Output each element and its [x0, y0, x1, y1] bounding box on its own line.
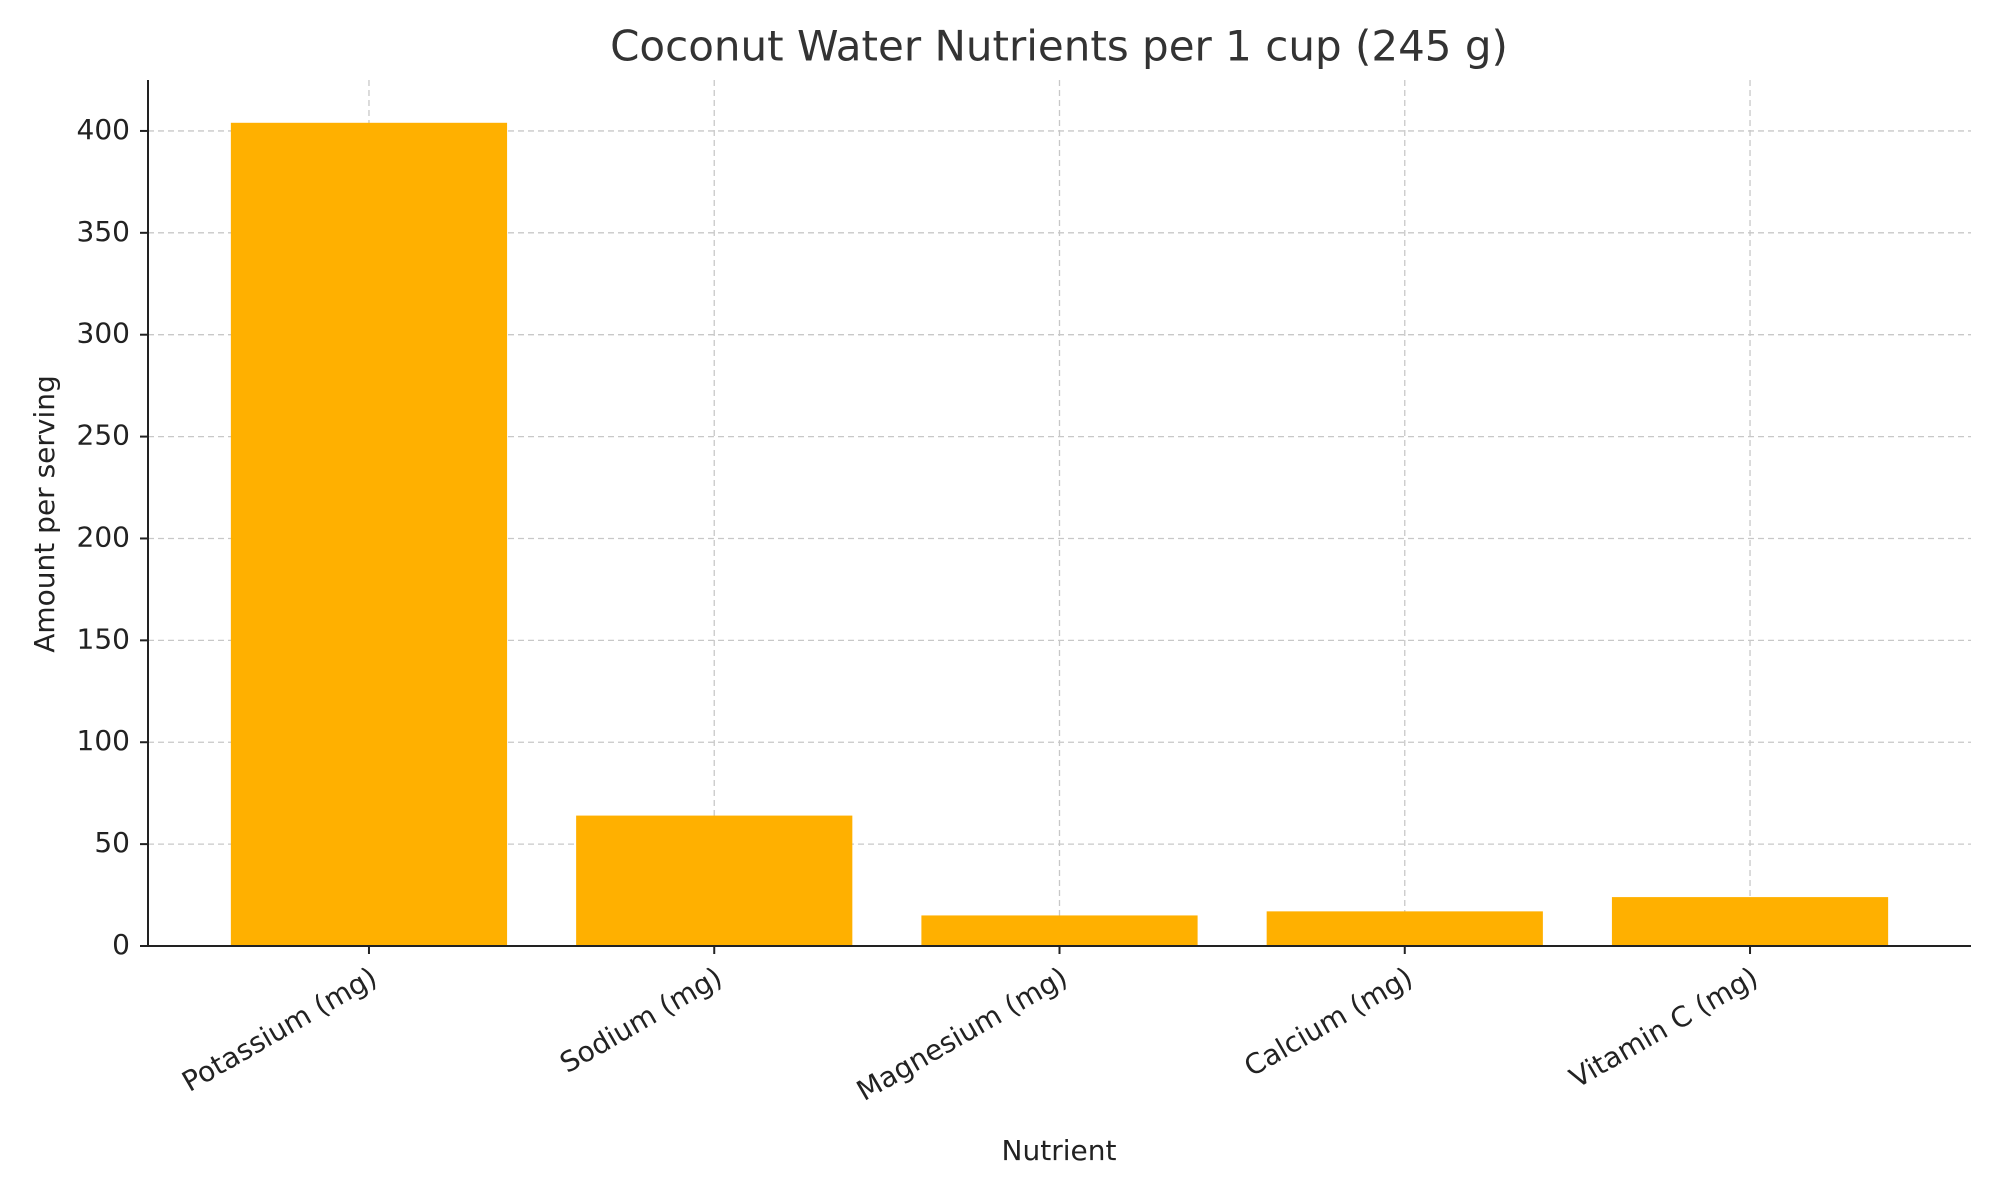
bar [1611, 897, 1889, 946]
bar [921, 915, 1198, 946]
x-tick-label: Calcium (mg) [1239, 960, 1419, 1083]
y-tick-label: 250 [77, 419, 130, 452]
x-tick-label: Magnesium (mg) [851, 960, 1073, 1107]
y-tick-label: 400 [77, 113, 130, 146]
x-tick-label: Potassium (mg) [176, 960, 382, 1098]
y-tick-label: 50 [94, 826, 130, 859]
bar [230, 122, 508, 946]
x-tick-label: Sodium (mg) [554, 960, 727, 1079]
x-tick-label: Vitamin C (mg) [1564, 960, 1764, 1094]
y-tick-label: 200 [77, 520, 130, 553]
y-axis-label: Amount per serving [28, 375, 61, 653]
bar [576, 815, 853, 946]
plot-area [230, 122, 1889, 946]
y-tick-label: 0 [112, 928, 130, 961]
y-tick-label: 300 [77, 317, 130, 350]
y-tick-label: 350 [77, 215, 130, 248]
chart-title: Coconut Water Nutrients per 1 cup (245 g… [610, 22, 1508, 71]
y-tick-label: 100 [77, 724, 130, 757]
y-tick-label: 150 [77, 622, 130, 655]
bar [1266, 911, 1543, 946]
x-axis-label: Nutrient [1002, 1134, 1117, 1167]
